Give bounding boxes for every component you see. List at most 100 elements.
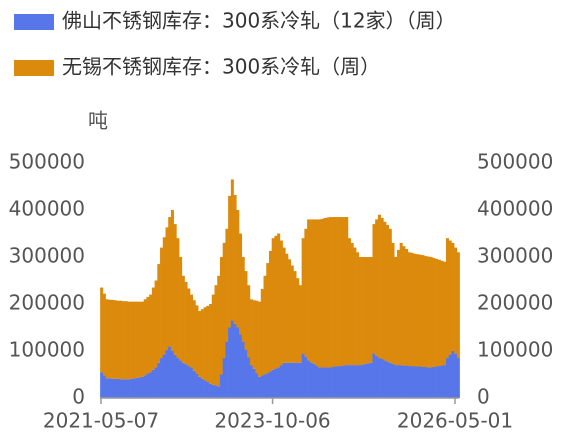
bar <box>195 373 199 398</box>
bar <box>162 354 166 398</box>
bar <box>130 301 134 379</box>
bar <box>249 365 253 398</box>
bar <box>309 219 313 363</box>
bar <box>375 219 379 356</box>
bar <box>244 271 248 350</box>
bar <box>119 379 123 398</box>
bar <box>377 214 381 359</box>
bar <box>437 366 441 398</box>
bar <box>203 307 207 381</box>
bar <box>342 217 346 366</box>
bar <box>236 327 240 398</box>
bar <box>228 195 232 328</box>
bar <box>405 249 409 366</box>
bar <box>361 257 365 365</box>
bar <box>230 320 234 398</box>
bar <box>176 358 180 398</box>
bar <box>160 358 164 398</box>
bar <box>260 375 264 398</box>
bar <box>260 288 264 376</box>
bar <box>279 365 283 398</box>
bar <box>228 327 232 398</box>
y-tick-label: 300000 <box>9 244 85 268</box>
bar <box>445 358 449 398</box>
bar <box>367 257 371 364</box>
bar <box>214 385 218 398</box>
bar <box>135 377 139 398</box>
bar <box>350 365 354 398</box>
bar <box>165 227 169 351</box>
y-axis-unit: 吨 <box>88 109 108 133</box>
bar <box>184 281 188 365</box>
bar <box>416 366 420 398</box>
bar <box>219 257 223 375</box>
bar <box>304 356 308 398</box>
bar <box>413 253 417 367</box>
bar <box>288 362 292 398</box>
bar <box>407 252 411 367</box>
bar <box>426 367 430 398</box>
bar <box>369 362 373 398</box>
bar <box>454 353 458 398</box>
bar <box>353 365 357 398</box>
bar <box>345 365 349 398</box>
bar <box>435 366 439 398</box>
bar <box>241 341 245 398</box>
bar <box>383 221 387 361</box>
bar <box>135 301 139 378</box>
bar <box>157 264 161 363</box>
bar <box>315 219 319 366</box>
bar <box>421 366 425 398</box>
bar <box>184 364 188 398</box>
legend-label: 无锡不锈钢库存：300系冷轧（周） <box>62 55 380 79</box>
bar <box>263 275 267 375</box>
bar <box>386 361 390 398</box>
bar <box>345 217 349 366</box>
bar <box>187 288 191 367</box>
bar <box>255 373 259 398</box>
bar <box>143 375 147 398</box>
bar <box>111 378 115 398</box>
bar <box>342 365 346 398</box>
bar <box>179 360 183 398</box>
bar <box>451 242 455 351</box>
bar <box>339 217 343 367</box>
bar <box>165 350 169 398</box>
bar <box>396 365 400 398</box>
bar <box>170 210 174 351</box>
bar <box>440 365 444 398</box>
bar <box>304 228 308 357</box>
bar <box>198 311 202 377</box>
bar <box>209 304 213 384</box>
bar <box>410 366 414 398</box>
bar <box>413 366 417 398</box>
bar <box>440 260 444 366</box>
bar <box>132 378 136 398</box>
bar <box>247 357 251 398</box>
bar <box>252 368 256 398</box>
bar <box>108 378 112 398</box>
bar <box>456 252 460 359</box>
bar <box>105 378 109 398</box>
bar <box>151 287 155 370</box>
bar <box>241 257 245 342</box>
bar <box>429 367 433 398</box>
bar <box>331 366 335 398</box>
bar <box>121 379 125 398</box>
bar <box>149 372 153 398</box>
bar <box>402 365 406 398</box>
bar <box>102 293 106 376</box>
bar <box>334 366 338 398</box>
bar <box>369 257 373 363</box>
bar <box>405 365 409 398</box>
bar <box>181 362 185 398</box>
bar <box>247 285 251 358</box>
bar <box>119 300 123 380</box>
y-tick-label: 400000 <box>9 197 85 221</box>
bar <box>347 238 351 366</box>
bar <box>217 275 221 387</box>
bar <box>192 300 196 371</box>
legend-swatch <box>14 60 54 76</box>
bar <box>418 254 422 367</box>
bar <box>353 247 357 366</box>
